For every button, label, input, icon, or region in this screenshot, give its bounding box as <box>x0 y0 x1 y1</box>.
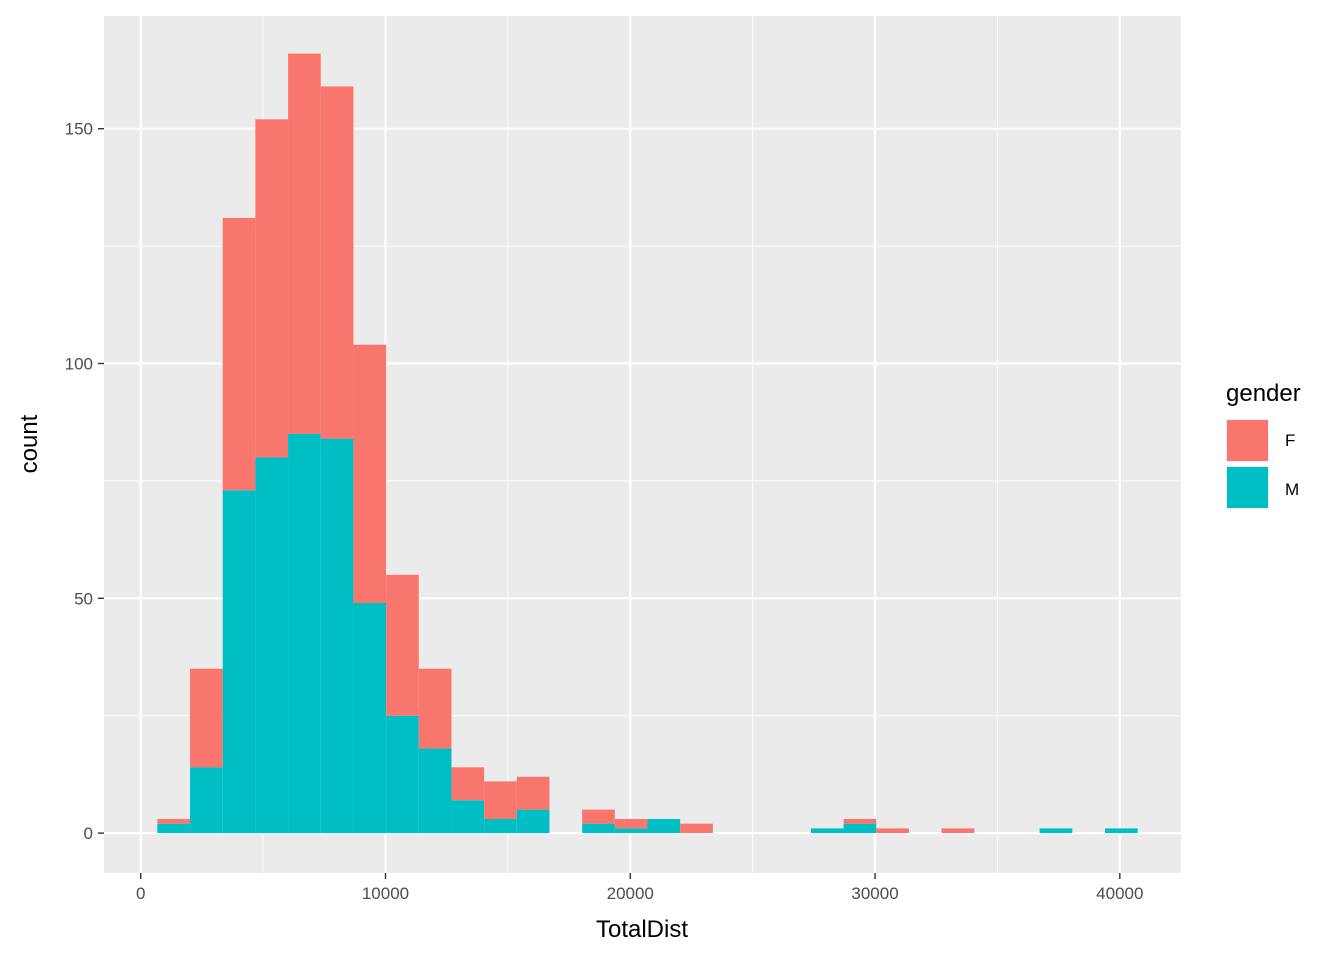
legend-title: gender <box>1226 380 1301 407</box>
bar-m <box>810 828 844 834</box>
bar-f <box>353 344 387 603</box>
bar-m <box>255 457 289 834</box>
bar-m <box>451 800 485 834</box>
bar-f <box>190 668 223 768</box>
bar-m <box>1039 828 1073 834</box>
bar-f <box>680 823 713 834</box>
bar-m <box>222 490 256 834</box>
x-tick-label: 20000 <box>607 884 654 903</box>
bar-f <box>876 828 909 834</box>
x-tick-label: 40000 <box>1096 884 1143 903</box>
bar-f <box>386 574 419 716</box>
bar-m <box>320 438 354 834</box>
bar-m <box>843 823 877 834</box>
legend-label-f: F <box>1285 431 1295 450</box>
legend: gender F M <box>1226 380 1301 509</box>
bar-f <box>484 781 517 819</box>
bar-m <box>1104 828 1138 834</box>
bar-f <box>288 53 321 434</box>
bar-f <box>418 668 452 749</box>
bar-m <box>614 828 648 834</box>
bar-f <box>255 119 289 458</box>
x-tick-label: 30000 <box>851 884 898 903</box>
bar-m <box>647 818 681 834</box>
y-axis-title: count <box>16 414 43 473</box>
bar-m <box>386 715 419 834</box>
x-axis-title: TotalDist <box>596 916 688 943</box>
bar-f <box>941 828 975 834</box>
bar-m <box>190 767 223 834</box>
y-tick-label: 50 <box>74 589 93 608</box>
bar-f <box>843 818 877 824</box>
y-axis: 0 50 100 150 <box>65 120 104 843</box>
x-tick-label: 10000 <box>362 884 409 903</box>
bar-f <box>516 776 550 810</box>
bar-m <box>157 823 191 834</box>
bar-m <box>288 433 321 834</box>
bar-f <box>451 767 485 801</box>
legend-label-m: M <box>1285 480 1299 499</box>
bar-f <box>582 809 615 824</box>
bar-m <box>418 748 452 834</box>
bar-f <box>157 818 191 824</box>
x-axis: 0 10000 20000 30000 40000 <box>136 873 1143 903</box>
legend-swatch-m <box>1227 467 1268 508</box>
bar-m <box>582 823 615 834</box>
legend-swatch-f <box>1227 420 1268 461</box>
bar-m <box>353 602 387 834</box>
bar-m <box>484 818 517 834</box>
bar-f <box>222 217 256 491</box>
y-tick-label: 150 <box>65 120 93 139</box>
y-tick-label: 0 <box>84 824 93 843</box>
bar-f <box>614 818 648 829</box>
bar-f <box>320 86 354 439</box>
x-tick-label: 0 <box>136 884 145 903</box>
y-tick-label: 100 <box>65 354 93 373</box>
bar-m <box>516 809 550 834</box>
histogram-bars <box>157 53 1138 834</box>
